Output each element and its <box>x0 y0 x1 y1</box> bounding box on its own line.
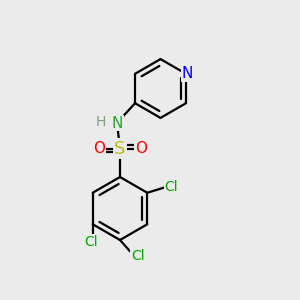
Text: Cl: Cl <box>164 180 178 194</box>
Text: N: N <box>111 116 123 130</box>
Text: N: N <box>182 66 193 81</box>
Text: S: S <box>114 140 126 158</box>
Text: Cl: Cl <box>84 235 98 249</box>
Text: O: O <box>135 141 147 156</box>
Text: O: O <box>93 141 105 156</box>
Text: H: H <box>95 115 106 128</box>
Text: Cl: Cl <box>131 250 145 263</box>
